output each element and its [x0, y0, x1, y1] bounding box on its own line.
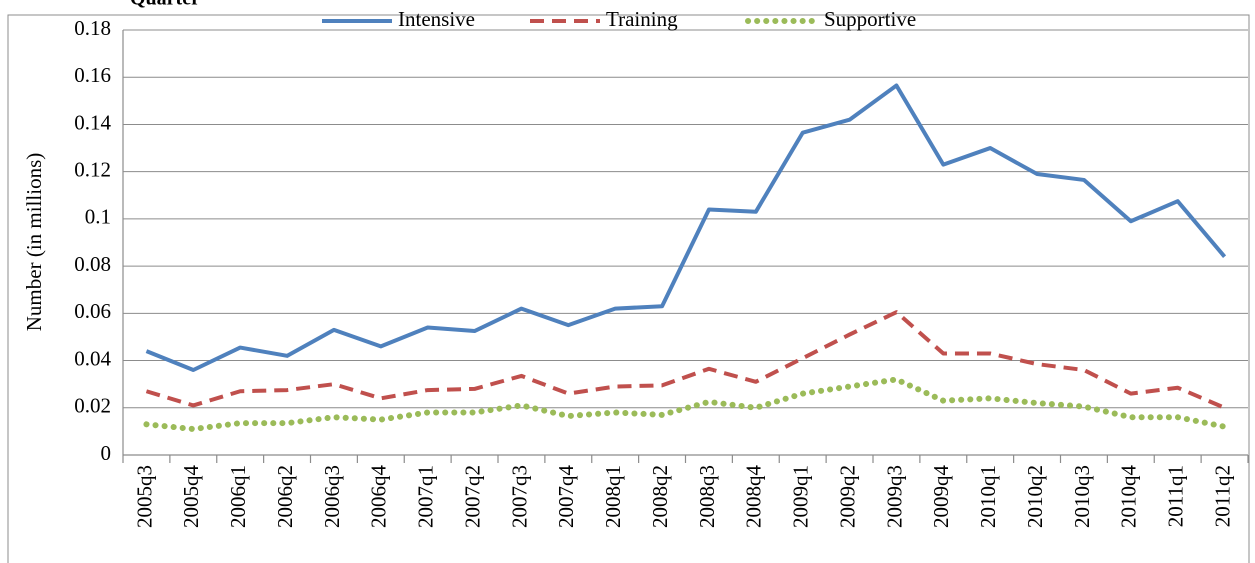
y-tick-label: 0: [101, 441, 112, 465]
x-tick-label: 2010q3: [1070, 465, 1094, 528]
y-tick-label: 0.16: [74, 63, 111, 87]
legend-label: Training: [606, 7, 678, 31]
x-tick-label: 2007q2: [460, 465, 484, 528]
chart-frame: [7, 14, 1250, 563]
y-tick-label: 0.14: [74, 110, 111, 134]
series-line: [145, 310, 1226, 410]
y-axis-label: Number (in millions): [22, 153, 46, 331]
x-tick-label: 2008q1: [601, 465, 625, 528]
x-tick-label: 2008q2: [648, 465, 672, 528]
y-tick-label: 0.02: [74, 394, 111, 418]
x-tick-label: 2006q2: [273, 465, 297, 528]
x-tick-label: 2007q4: [554, 465, 578, 529]
x-tick-label: 2007q1: [414, 465, 438, 528]
y-tick-label: 0.04: [74, 346, 111, 370]
x-tick-label: 2009q4: [929, 465, 953, 529]
chart-subtitle: Quarter: [130, 0, 200, 10]
x-tick-label: 2009q2: [835, 465, 859, 528]
x-tick-label: 2008q3: [695, 465, 719, 528]
y-tick-label: 0.12: [74, 157, 111, 181]
x-tick-label: 2011q2: [1210, 465, 1234, 527]
x-tick-label: 2007q3: [507, 465, 531, 528]
x-tick-label: 2006q4: [367, 465, 391, 529]
x-tick-label: 2010q2: [1023, 465, 1047, 528]
x-tick-label: 2005q4: [179, 465, 203, 529]
x-tick-label: 2009q1: [789, 465, 813, 528]
series-line: [145, 83, 1227, 372]
y-tick-label: 0.08: [74, 252, 111, 276]
x-tick-label: 2006q3: [320, 465, 344, 528]
legend-label: Supportive: [824, 7, 916, 31]
y-tick-label: 0.06: [74, 299, 111, 323]
y-tick-label: 0.18: [74, 16, 111, 40]
y-tick-label: 0.1: [85, 205, 111, 229]
x-tick-label: 2010q4: [1117, 465, 1141, 529]
x-tick-label: 2006q1: [226, 465, 250, 528]
x-tick-label: 2011q1: [1164, 465, 1188, 527]
series-line: [143, 376, 1228, 433]
x-tick-label: 2009q3: [882, 465, 906, 528]
x-tick-label: 2008q4: [742, 465, 766, 529]
legend-label: Intensive: [398, 7, 475, 31]
x-tick-label: 2005q3: [132, 465, 156, 528]
x-tick-label: 2010q1: [976, 465, 1000, 528]
